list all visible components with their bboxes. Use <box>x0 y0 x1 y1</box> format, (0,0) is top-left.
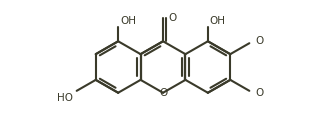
Text: OH: OH <box>120 16 136 26</box>
Text: HO: HO <box>57 93 73 103</box>
Text: OH: OH <box>210 16 226 26</box>
Text: O: O <box>159 88 167 98</box>
Text: O: O <box>255 88 264 98</box>
Text: O: O <box>255 36 264 46</box>
Text: O: O <box>168 13 176 23</box>
